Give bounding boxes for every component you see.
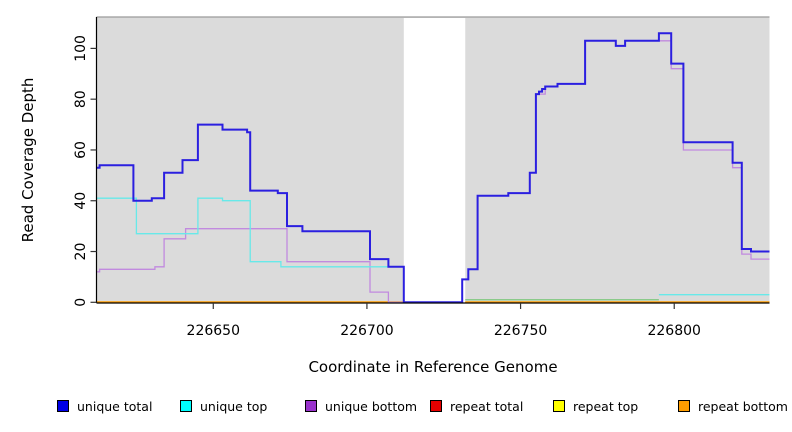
x-tick-label: 226800 — [647, 323, 700, 339]
y-tick-label: 20 — [73, 243, 89, 261]
legend-label: repeat total — [450, 398, 524, 414]
series-lines — [96, 32, 770, 304]
y-tick-label: 60 — [73, 141, 89, 159]
series-line-unique-total — [96, 32, 770, 304]
legend-item-unique-top: unique top — [180, 397, 267, 415]
y-axis-title: Read Coverage Depth — [19, 78, 37, 243]
axis-ticks — [90, 47, 675, 309]
legend-label: repeat bottom — [698, 398, 788, 414]
legend-swatch-repeat-bottom — [678, 400, 690, 412]
x-axis-title: Coordinate in Reference Genome — [308, 358, 557, 376]
x-tick-label: 226700 — [340, 323, 393, 339]
legend-item-unique-bottom: unique bottom — [305, 397, 417, 415]
plot-area: 226650 226700 226750 226800 0 20 40 60 80 100 Rea… — [19, 16, 770, 376]
y-tick-label: 80 — [73, 90, 89, 108]
legend-swatch-repeat-total — [430, 400, 442, 412]
legend-item-repeat-top: repeat top — [553, 397, 638, 415]
chart-legend: unique total unique top unique bottom repea… — [0, 397, 792, 423]
legend-item-repeat-total: repeat total — [430, 397, 523, 415]
x-tick-label: 226650 — [187, 323, 240, 339]
legend-label: unique bottom — [325, 398, 418, 414]
legend-label: repeat top — [573, 398, 639, 414]
y-tick-label: 100 — [73, 35, 89, 62]
y-tick-label: 40 — [73, 192, 89, 210]
legend-swatch-unique-total — [57, 400, 69, 412]
legend-swatch-unique-bottom — [305, 400, 317, 412]
legend-item-unique-total: unique total — [57, 397, 152, 415]
no-data-gap — [403, 18, 466, 303]
legend-item-repeat-bottom: repeat bottom — [678, 397, 788, 415]
x-tick-label: 226750 — [494, 323, 547, 339]
axis-tick-labels: 226650 226700 226750 226800 0 20 40 60 80 100 — [73, 35, 701, 339]
legend-swatch-repeat-top — [553, 400, 565, 412]
legend-label: unique top — [200, 398, 268, 414]
legend-label: unique total — [77, 398, 153, 414]
legend-swatch-unique-top — [180, 400, 192, 412]
series-line-unique-top — [96, 197, 405, 303]
y-tick-label: 0 — [73, 298, 89, 307]
